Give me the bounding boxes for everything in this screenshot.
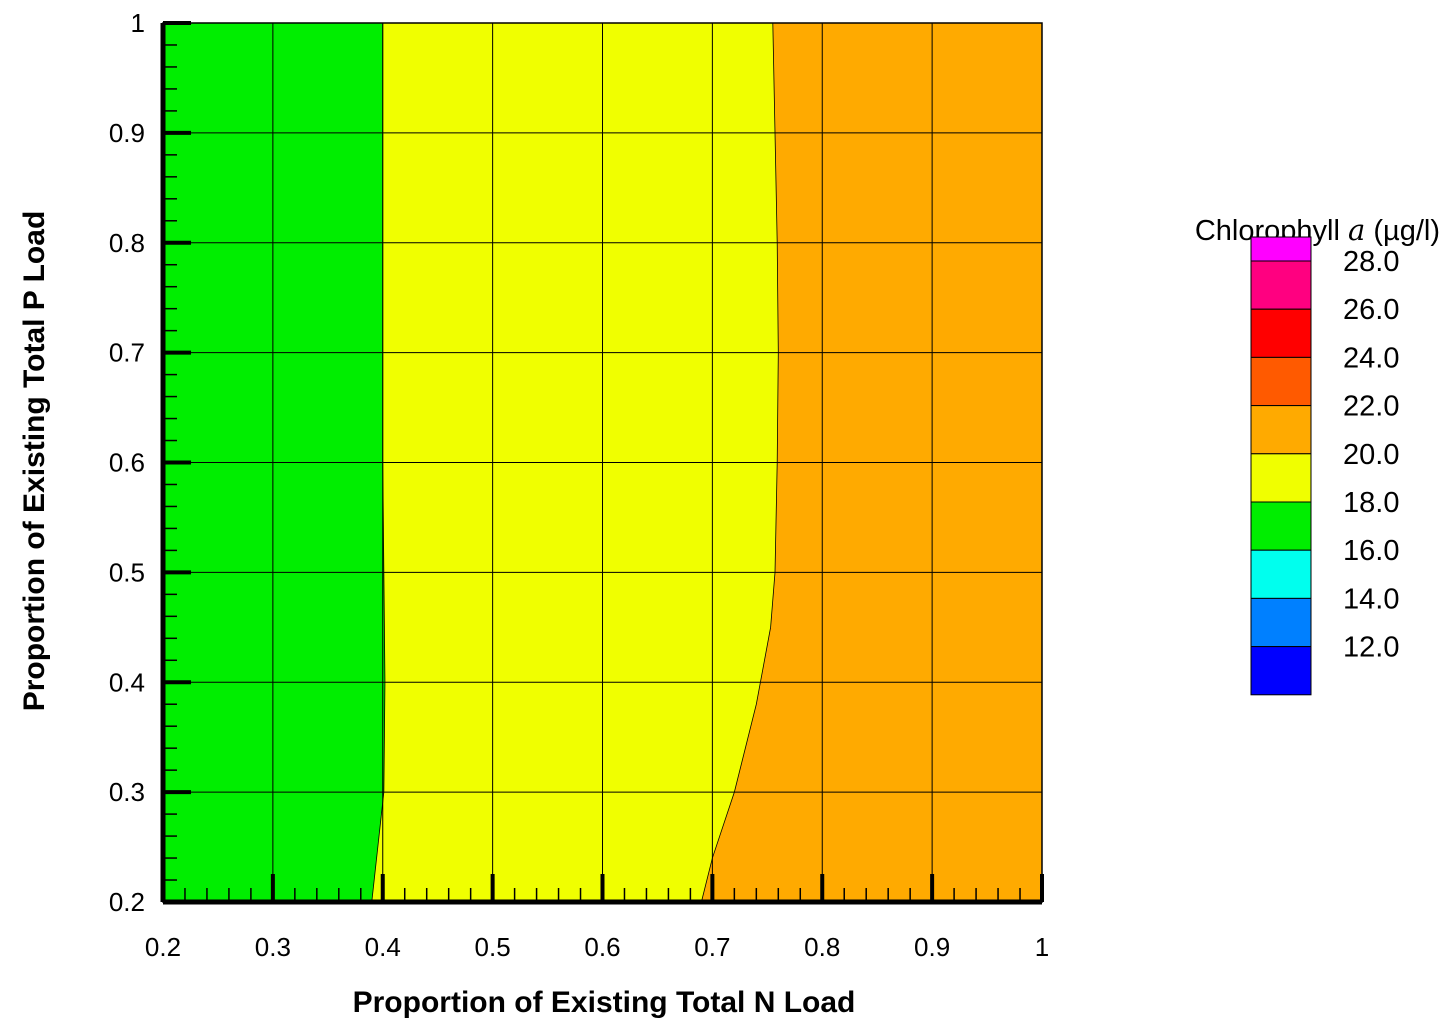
tick-labels: 0.2 0.3 0.4 0.5 0.6 0.7 0.8 0.9 1 0.2 0.3 0.4 0.5 0.6…: [109, 8, 1049, 962]
y-tick-label: 0.7: [109, 338, 145, 368]
x-tick-label: 0.8: [804, 932, 840, 962]
legend-label: 12.0: [1343, 632, 1399, 664]
legend-swatch: [1250, 356, 1312, 407]
legend-label: 24.0: [1343, 342, 1399, 374]
legend-swatches: 28.0 26.0 24.0 22.0 20.0 18.0 16.0 14.0 12.0: [1250, 236, 1399, 696]
x-tick-label: 0.5: [475, 932, 511, 962]
legend-label: 20.0: [1343, 439, 1399, 471]
legend-title-symbol: a: [1348, 213, 1365, 247]
legend-label: 18.0: [1343, 487, 1399, 519]
x-tick-label: 1: [1035, 932, 1049, 962]
legend-swatch: [1250, 308, 1312, 358]
legend-title: Chlorophyll a (µg/l): [1195, 213, 1440, 247]
y-tick-label: 0.9: [109, 118, 145, 148]
y-tick-label: 0.8: [109, 228, 145, 258]
legend-swatch: [1250, 549, 1312, 599]
y-tick-label: 0.2: [109, 887, 145, 917]
x-tick-label: 0.7: [694, 932, 730, 962]
legend-swatch: [1250, 453, 1312, 503]
legend-label: 16.0: [1343, 535, 1399, 567]
x-tick-label: 0.6: [584, 932, 620, 962]
axes: [160, 21, 1044, 905]
legend-swatch: [1250, 646, 1312, 696]
legend-swatch: [1250, 236, 1312, 262]
legend-swatch: [1250, 405, 1312, 455]
y-tick-label: 0.6: [109, 448, 145, 478]
y-axis-title: Proportion of Existing Total P Load: [18, 211, 51, 712]
x-tick-label: 0.9: [914, 932, 950, 962]
legend-swatch: [1250, 501, 1312, 551]
legend-label: 28.0: [1343, 246, 1399, 278]
legend: Chlorophyll a (µg/l) 28.0 26.0 24.0 22.0 20.…: [1195, 213, 1440, 696]
y-tick-label: 0.3: [109, 777, 145, 807]
legend-swatch: [1250, 260, 1312, 310]
y-tick-label: 1: [131, 8, 145, 38]
x-tick-label: 0.3: [255, 932, 291, 962]
legend-swatch: [1250, 597, 1312, 648]
x-tick-label: 0.4: [365, 932, 401, 962]
y-tick-label: 0.4: [109, 667, 145, 697]
legend-label: 26.0: [1343, 294, 1399, 326]
legend-label: 14.0: [1343, 583, 1399, 615]
x-axis-title: Proportion of Existing Total N Load: [353, 986, 856, 1019]
legend-title-suffix: (µg/l): [1365, 215, 1440, 247]
y-tick-label: 0.5: [109, 557, 145, 587]
x-tick-label: 0.2: [145, 932, 181, 962]
legend-label: 22.0: [1343, 391, 1399, 423]
